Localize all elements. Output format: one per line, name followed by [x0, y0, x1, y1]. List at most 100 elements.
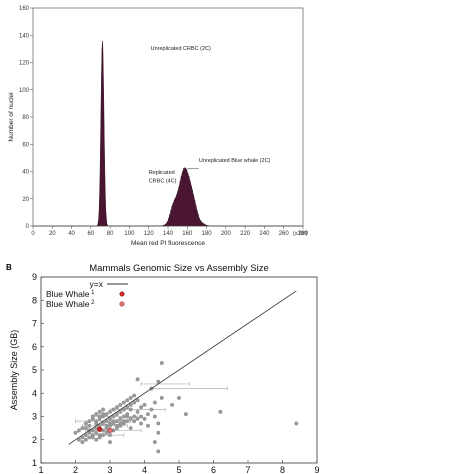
legend-point-swatch [119, 301, 125, 307]
histogram-x-label: Mean red PI fluorescence [131, 240, 205, 247]
data-point [97, 409, 102, 414]
legend-label-text: Blue Whale [46, 289, 90, 299]
data-point [139, 421, 143, 426]
histogram-x-multiplier: (x10³) [293, 231, 308, 237]
data-point [104, 430, 109, 435]
data-point [128, 402, 133, 407]
data-point [132, 393, 137, 398]
data-point [108, 416, 112, 421]
data-point [108, 433, 112, 438]
data-point [94, 419, 99, 424]
data-point [156, 421, 161, 426]
histogram-panel: 0 20 40 60 80 100 120 140 160 180 200 220 240 260 280 0… [8, 6, 309, 247]
data-point [83, 437, 88, 442]
data-point [101, 412, 106, 417]
data-point [80, 440, 85, 445]
scatter-y-label: Assembly Size (GB) [9, 330, 19, 411]
data-point [83, 421, 88, 426]
x-tick-label: 3 [107, 465, 112, 474]
x-tick-label: 5 [176, 465, 181, 474]
data-point [142, 402, 147, 407]
data-point [121, 407, 126, 412]
highlight-point [97, 426, 103, 432]
data-point [135, 409, 140, 414]
data-point [135, 398, 140, 403]
y-tick-label: 7 [32, 319, 37, 329]
x-tick-label: 200 [221, 231, 232, 237]
data-point [142, 416, 147, 421]
data-point [104, 412, 109, 417]
data-point [145, 423, 150, 428]
data-point [159, 395, 164, 400]
x-tick-label: 20 [49, 231, 56, 237]
histogram-ticks: 0 20 40 60 80 100 120 140 160 180 200 220 240 260 280 0… [19, 6, 309, 237]
legend-label: y=x [90, 279, 104, 289]
annotation-label: Replicated [149, 170, 175, 176]
x-tick-label: 4 [142, 465, 147, 474]
panel-label: B [6, 263, 12, 272]
scatter-panel: B Mammals Genomic Size vs Assembly Size … [6, 263, 320, 474]
data-point [139, 405, 143, 410]
data-point [80, 426, 85, 431]
y-tick-label: 80 [22, 115, 29, 121]
data-point [121, 414, 126, 419]
data-point [128, 416, 133, 421]
y-tick-label: 140 [19, 33, 30, 39]
data-point [97, 414, 102, 419]
y-tick-label: 40 [22, 170, 29, 176]
data-point [156, 379, 161, 384]
y-tick-label: 160 [19, 6, 30, 12]
data-point [152, 440, 157, 445]
data-point [125, 405, 130, 410]
data-point [114, 412, 119, 417]
data-point [83, 426, 88, 431]
x-tick-label: 7 [245, 465, 250, 474]
data-point [83, 433, 88, 438]
data-point [132, 400, 137, 405]
scatter-ticks: 1 2 3 4 5 6 7 8 9 1 2 3 4 5 6 7 8 9 [32, 272, 320, 474]
data-point [139, 414, 143, 419]
legend-point-swatch [119, 291, 125, 297]
data-point [87, 419, 92, 424]
y-tick-label: 9 [32, 272, 37, 282]
y-tick-label: 2 [32, 435, 37, 445]
data-point [87, 435, 92, 440]
x-tick-label: 0 [31, 231, 35, 237]
annotation-label: CRBC (4C) [149, 178, 177, 184]
scatter-points [73, 361, 299, 454]
x-tick-label: 8 [280, 465, 285, 474]
data-point [90, 435, 95, 440]
data-point [125, 398, 130, 403]
data-point [128, 395, 133, 400]
data-point [97, 435, 102, 440]
x-tick-label: 140 [163, 231, 174, 237]
data-point [80, 435, 85, 440]
x-tick-label: 180 [202, 231, 213, 237]
data-point [128, 426, 133, 431]
data-point [118, 402, 123, 407]
histogram-fill [33, 40, 303, 227]
data-point [132, 414, 137, 419]
data-point [152, 400, 157, 405]
data-point [76, 437, 81, 442]
y-tick-label: 3 [32, 412, 37, 422]
data-point [118, 409, 123, 414]
data-point [125, 414, 130, 419]
data-point [125, 419, 130, 424]
data-point [118, 421, 123, 426]
y-tick-label: 60 [22, 142, 29, 148]
y-tick-label: 20 [22, 197, 29, 203]
legend-label: Blue Whale 2 [46, 299, 95, 309]
data-point [118, 416, 123, 421]
data-point [135, 377, 140, 382]
data-point [114, 423, 119, 428]
x-tick-label: 9 [314, 465, 319, 474]
data-point [145, 412, 150, 417]
data-point [87, 423, 92, 428]
data-point [94, 430, 99, 435]
data-point [108, 440, 112, 445]
data-point [104, 423, 109, 428]
scatter-title: Mammals Genomic Size vs Assembly Size [89, 263, 269, 274]
